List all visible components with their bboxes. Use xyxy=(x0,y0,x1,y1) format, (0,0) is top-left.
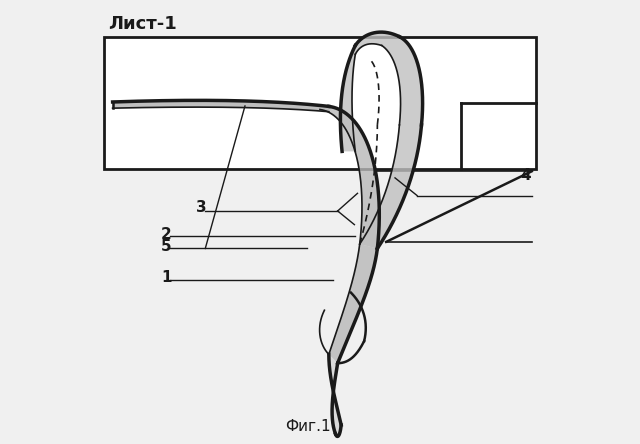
Text: 5: 5 xyxy=(161,239,172,254)
Text: 1: 1 xyxy=(161,270,172,285)
Polygon shape xyxy=(329,354,341,436)
Polygon shape xyxy=(329,244,378,363)
Polygon shape xyxy=(113,100,329,112)
Text: 3: 3 xyxy=(196,200,207,215)
Polygon shape xyxy=(320,107,380,249)
Text: 4: 4 xyxy=(521,168,531,183)
Text: 2: 2 xyxy=(161,227,172,242)
Polygon shape xyxy=(340,32,422,249)
Bar xyxy=(104,37,536,169)
Text: Лист-1: Лист-1 xyxy=(108,15,177,32)
Text: Фиг.1: Фиг.1 xyxy=(285,419,330,434)
